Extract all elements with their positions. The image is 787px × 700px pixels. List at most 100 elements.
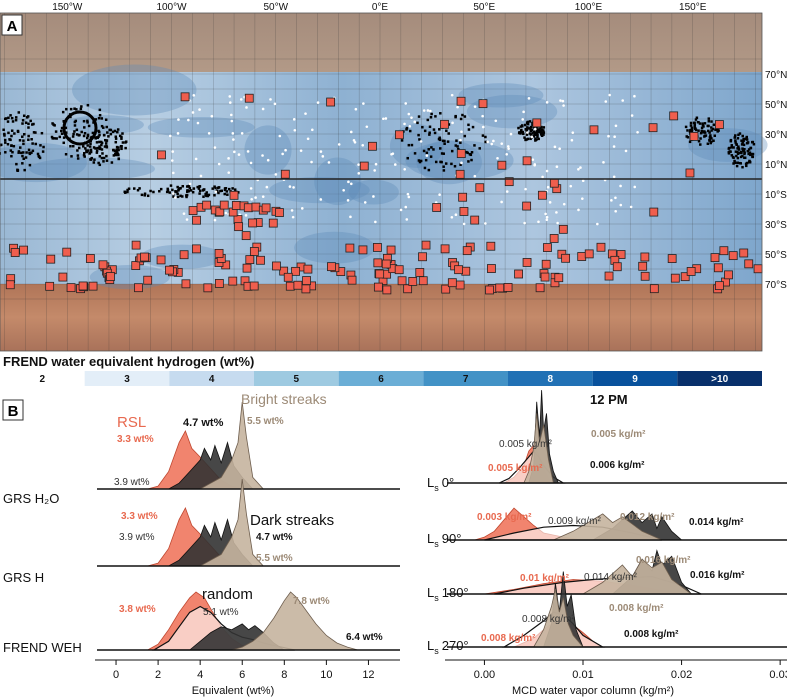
masked-pixel — [416, 121, 419, 125]
masked-pixel — [750, 152, 753, 156]
site-dot — [261, 154, 264, 157]
masked-pixel — [192, 187, 196, 190]
rsl-site-marker — [397, 276, 407, 286]
masked-pixel — [98, 145, 101, 148]
annot-r3-random: 5.1 wt% — [203, 607, 239, 618]
rsl-site-marker — [415, 268, 425, 277]
rsl-site-marker — [249, 281, 259, 291]
rsl-site-marker — [381, 259, 391, 269]
masked-pixel — [521, 124, 524, 128]
weh-patch — [147, 116, 255, 138]
masked-pixel — [730, 154, 734, 157]
masked-pixel — [473, 144, 476, 147]
rsl-site-marker — [540, 272, 550, 282]
masked-pixel — [11, 150, 14, 154]
masked-pixel — [98, 113, 102, 117]
series-label-random: random — [202, 586, 253, 603]
site-dot — [608, 93, 611, 97]
masked-pixel — [440, 152, 444, 155]
x-tick-label: 10 — [320, 669, 332, 681]
masked-pixel — [34, 142, 37, 146]
masked-pixel — [187, 189, 190, 193]
masked-pixel — [21, 122, 24, 125]
site-dot — [299, 149, 303, 152]
masked-pixel — [213, 194, 216, 197]
weh-patch — [314, 157, 362, 206]
masked-pixel — [535, 129, 538, 132]
site-dot — [228, 101, 232, 104]
masked-pixel — [73, 130, 76, 133]
masked-pixel — [713, 134, 717, 138]
masked-pixel — [10, 144, 13, 147]
masked-pixel — [432, 148, 435, 151]
site-dot — [621, 99, 625, 102]
rsl-site-marker — [638, 261, 648, 271]
masked-pixel — [690, 126, 694, 130]
masked-pixel — [3, 134, 6, 137]
x-tick-label: 0.03 — [769, 669, 787, 681]
masked-pixel — [85, 149, 88, 153]
masked-pixel — [62, 136, 66, 139]
site-dot — [559, 99, 562, 102]
rsl-site-marker — [382, 285, 392, 295]
masked-pixel — [22, 139, 25, 142]
masked-pixel — [540, 125, 543, 129]
masked-pixel — [27, 122, 30, 126]
masked-pixel — [60, 132, 64, 135]
rsl-site-marker — [648, 123, 658, 133]
masked-pixel — [181, 184, 185, 188]
site-dot — [636, 131, 639, 134]
masked-pixel — [92, 146, 96, 149]
masked-pixel — [707, 119, 711, 123]
rsl-site-marker — [522, 201, 532, 211]
masked-pixel — [447, 123, 451, 126]
masked-pixel — [185, 195, 188, 199]
site-dot — [407, 195, 411, 199]
masked-pixel — [699, 137, 702, 140]
rsl-site-marker — [229, 190, 239, 200]
annot-ls180-random: 0.014 kg/m² — [584, 572, 637, 583]
masked-pixel — [745, 164, 748, 168]
site-dot — [462, 222, 466, 226]
rsl-site-marker — [192, 244, 201, 254]
masked-pixel — [695, 116, 699, 120]
site-dot — [228, 95, 232, 98]
rsl-site-marker — [58, 272, 68, 282]
site-dot — [304, 112, 307, 115]
masked-pixel — [71, 144, 75, 148]
masked-pixel — [24, 156, 28, 159]
rsl-site-marker — [522, 258, 532, 267]
masked-pixel — [539, 131, 543, 134]
masked-pixel — [51, 137, 54, 140]
masked-pixel — [743, 137, 747, 141]
masked-pixel — [138, 187, 141, 190]
masked-pixel — [140, 193, 144, 197]
masked-pixel — [702, 131, 705, 134]
masked-pixel — [205, 191, 208, 194]
masked-pixel — [97, 161, 100, 165]
legend-class-label: 4 — [209, 374, 215, 385]
map-frame — [0, 12, 763, 352]
masked-pixel — [64, 153, 68, 156]
rsl-site-marker — [577, 252, 587, 261]
annot-ls90-bright: 0.012 kg/m² — [620, 512, 675, 523]
rsl-site-marker — [373, 258, 383, 268]
masked-pixel — [220, 189, 223, 193]
site-dot — [249, 161, 253, 165]
masked-pixel — [689, 124, 693, 127]
masked-pixel — [459, 117, 463, 121]
masked-pixel — [467, 128, 471, 131]
masked-pixel — [27, 134, 30, 138]
site-dot — [571, 131, 575, 134]
site-dot — [404, 102, 408, 105]
site-dot — [349, 130, 353, 134]
masked-pixel — [214, 186, 217, 190]
site-dot — [426, 109, 430, 112]
masked-pixel — [83, 155, 86, 158]
masked-pixel — [517, 126, 520, 130]
rsl-site-marker — [558, 224, 568, 234]
masked-pixel — [734, 141, 737, 144]
masked-pixel — [22, 142, 25, 146]
rsl-site-marker — [462, 246, 472, 256]
rsl-site-marker — [10, 248, 20, 257]
